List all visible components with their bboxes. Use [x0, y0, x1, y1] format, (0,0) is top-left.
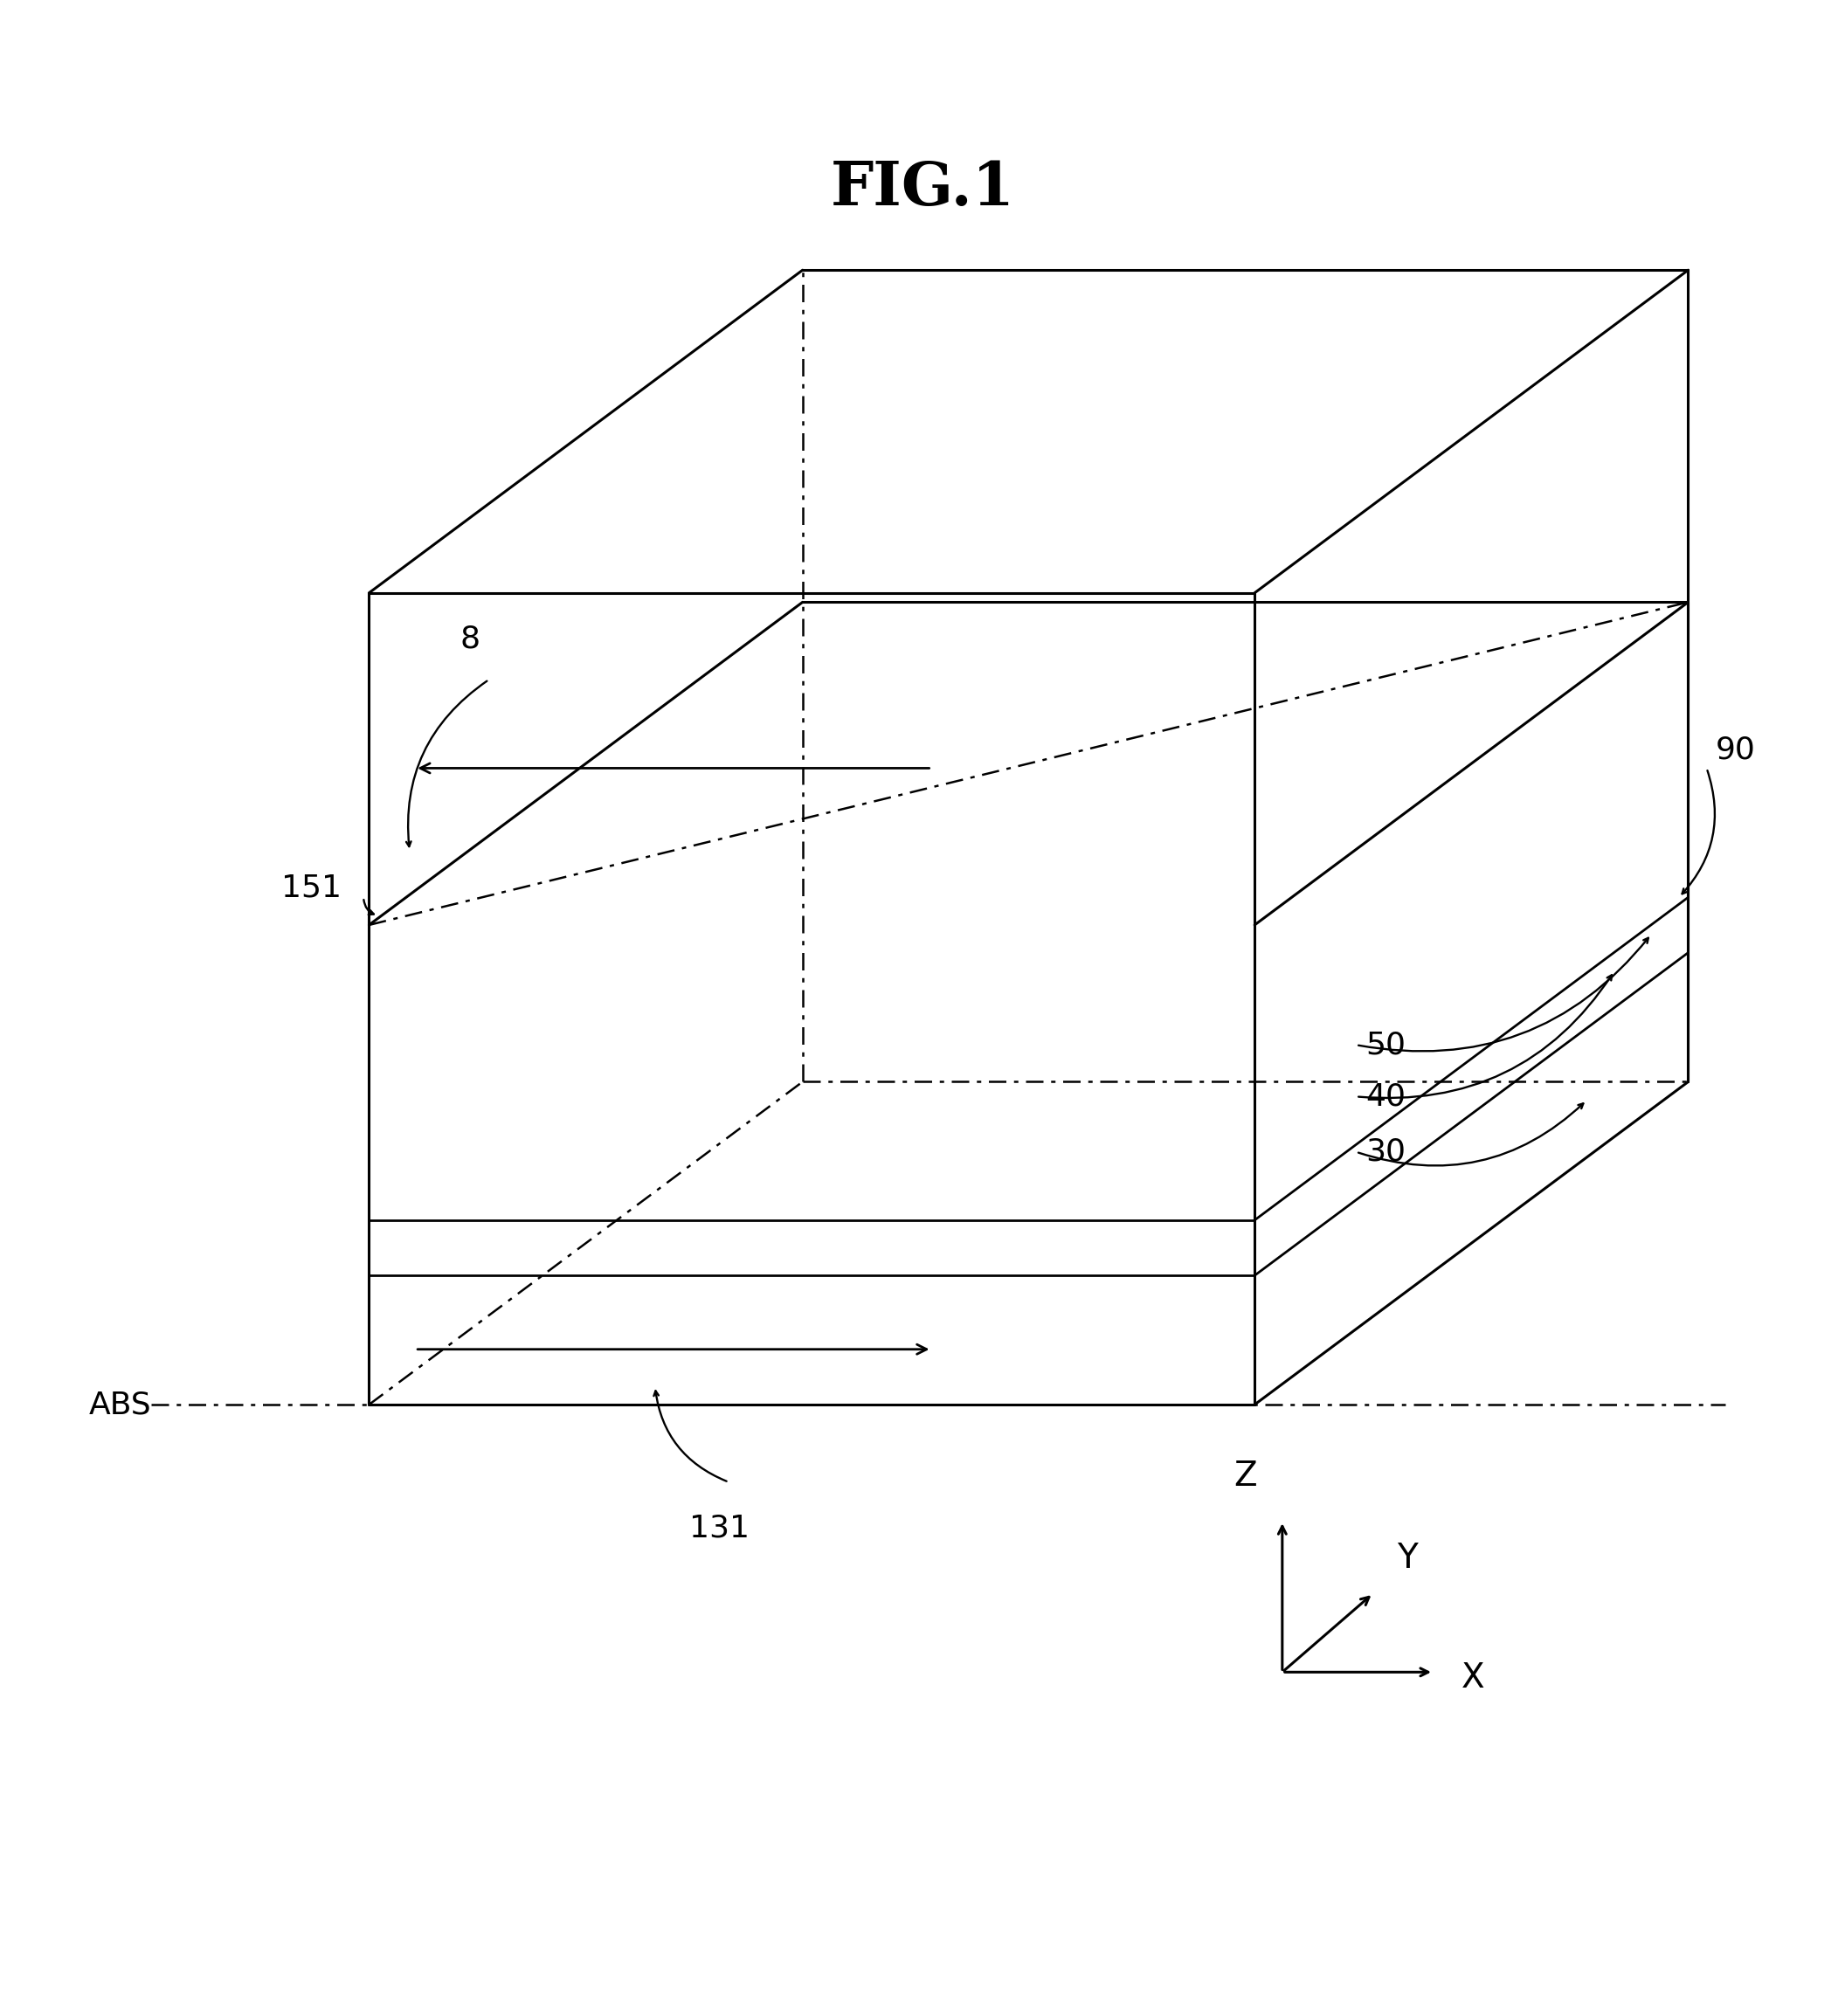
Text: Z: Z [1234, 1460, 1256, 1494]
Text: 50: 50 [1365, 1030, 1406, 1060]
Text: 30: 30 [1365, 1137, 1406, 1167]
Text: 8: 8 [461, 625, 480, 653]
Text: 131: 131 [690, 1514, 749, 1542]
Text: 40: 40 [1365, 1083, 1406, 1111]
Text: FIG.1: FIG.1 [830, 159, 1015, 218]
Text: X: X [1461, 1661, 1485, 1693]
Text: 90: 90 [1716, 736, 1756, 764]
Text: ABS: ABS [89, 1389, 151, 1419]
Text: 151: 151 [280, 873, 341, 903]
Text: Y: Y [1397, 1542, 1419, 1574]
